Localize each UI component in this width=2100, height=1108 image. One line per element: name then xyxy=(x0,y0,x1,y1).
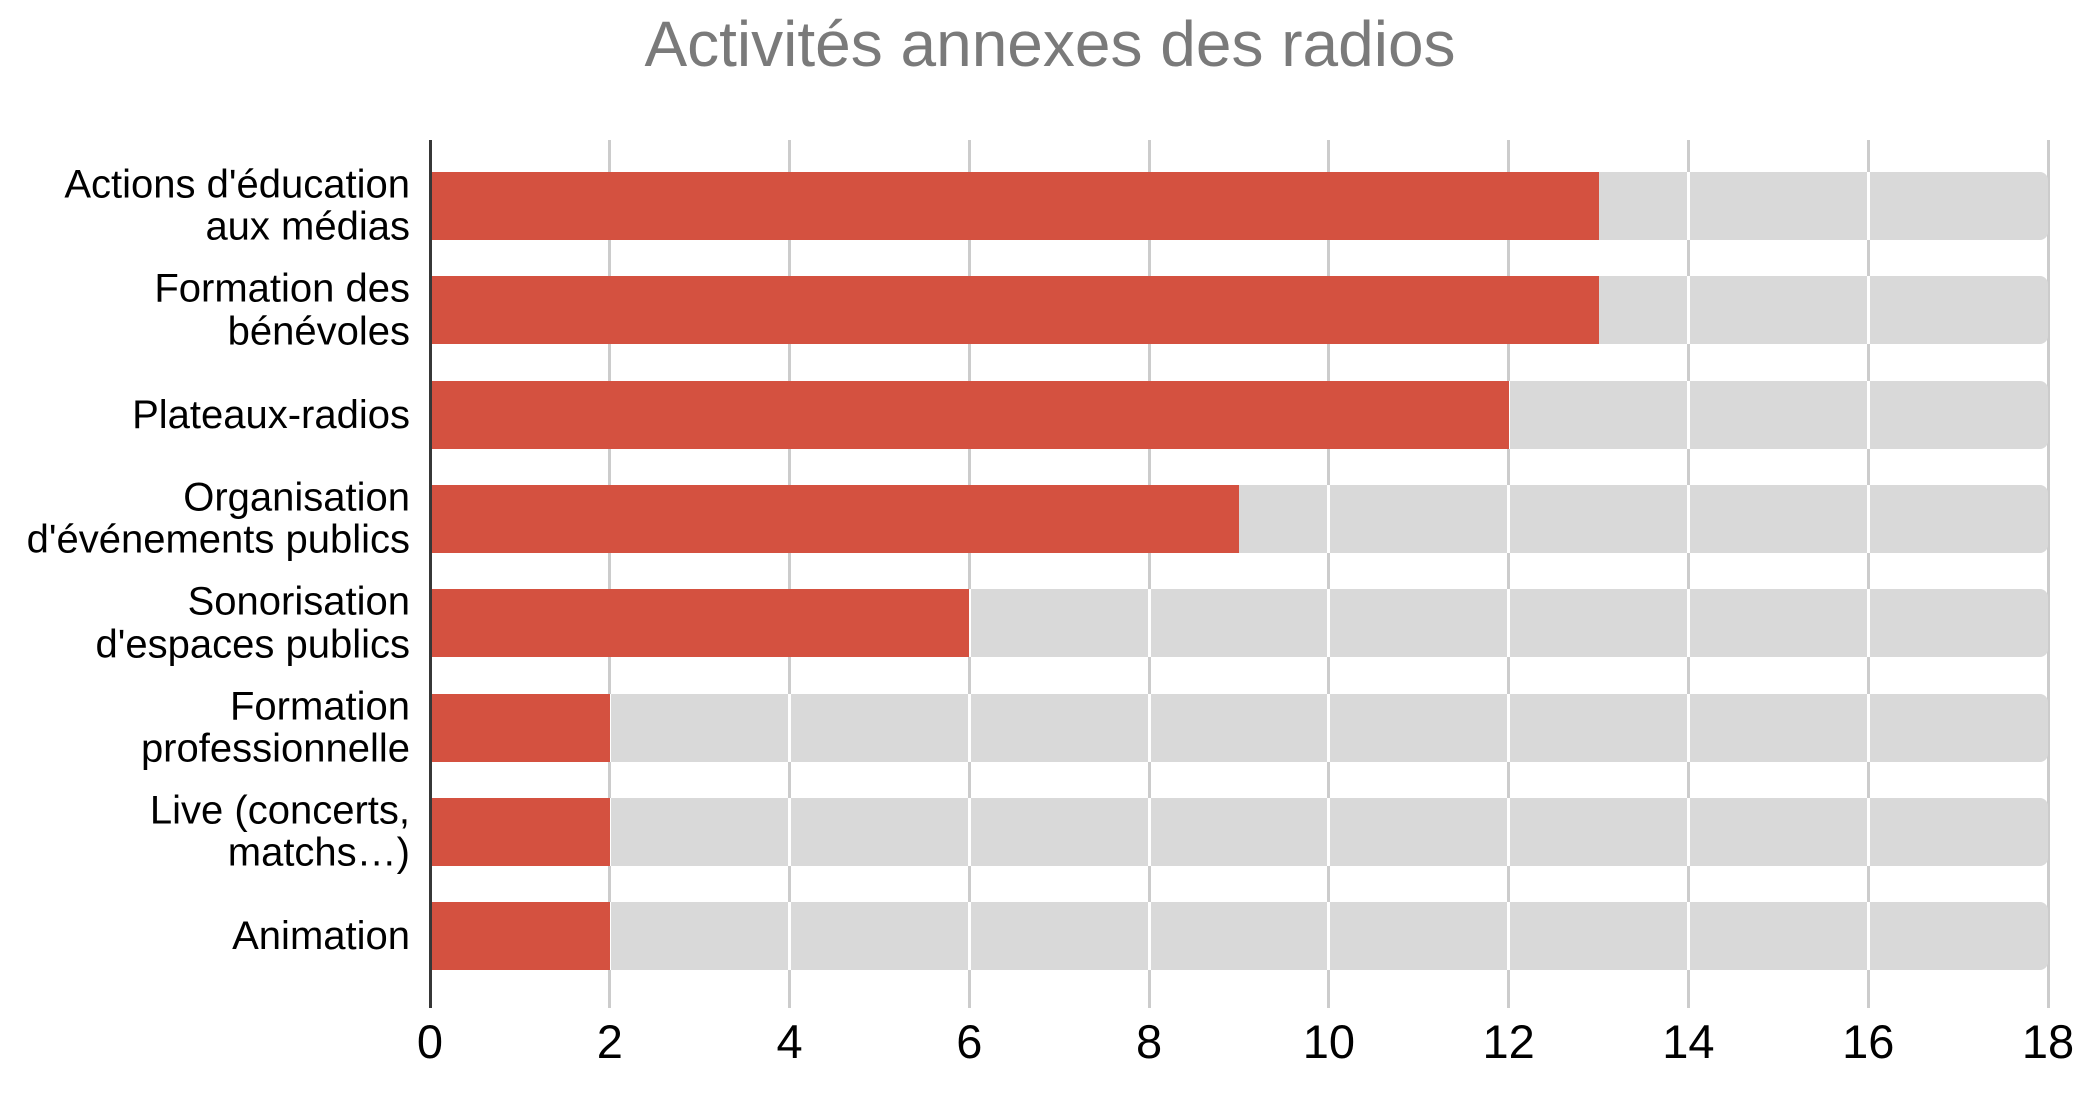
track-gridline xyxy=(967,902,971,971)
bar-track xyxy=(430,797,2048,866)
track-gridline xyxy=(608,797,612,866)
track-gridline xyxy=(1866,797,1870,866)
x-tick-label: 12 xyxy=(1482,1015,1535,1068)
bar-row xyxy=(430,380,2048,449)
x-tick-label: 0 xyxy=(416,1015,444,1068)
bar-fill xyxy=(430,484,1239,553)
x-tick-label: 2 xyxy=(596,1015,623,1068)
track-gridline xyxy=(608,902,612,971)
track-gridline xyxy=(1686,484,1690,553)
gridline xyxy=(1686,140,1690,1008)
track-gridline xyxy=(1686,276,1690,345)
track-gridline xyxy=(788,693,792,762)
category-label: Sonorisation d'espaces publics xyxy=(95,579,411,667)
track-gridline xyxy=(1686,902,1690,971)
chart-title: Activités annexes des radios xyxy=(644,8,1456,80)
bar-fill xyxy=(430,380,1509,449)
track-gridline xyxy=(1686,797,1690,866)
track-gridline xyxy=(1507,380,1511,449)
gridline xyxy=(1866,140,1870,1008)
bar-fill xyxy=(430,172,1599,240)
track-gridline xyxy=(1866,380,1870,449)
track-gridline xyxy=(1147,693,1151,762)
track-gridline xyxy=(1866,693,1870,762)
track-gridline xyxy=(1327,484,1331,553)
gridline xyxy=(788,140,792,1008)
gridline xyxy=(1507,140,1511,1008)
plot-area xyxy=(428,140,2050,1008)
track-gridline xyxy=(967,693,971,762)
track-gridline xyxy=(1507,589,1511,658)
track-gridline xyxy=(1507,693,1511,762)
track-gridline xyxy=(967,589,971,658)
track-gridline xyxy=(1686,172,1690,240)
gridline xyxy=(1327,140,1331,1008)
category-label: Live (concerts, matchs…) xyxy=(149,788,410,875)
x-tick-label: 10 xyxy=(1302,1015,1356,1068)
track-gridline xyxy=(1507,797,1511,866)
bar-fill xyxy=(430,589,970,658)
gridline xyxy=(608,140,612,1008)
track-gridline xyxy=(1327,589,1331,658)
x-tick-label: 8 xyxy=(1136,1015,1163,1068)
bar-row xyxy=(430,902,2048,971)
x-tick-label: 14 xyxy=(1662,1015,1715,1068)
gridline xyxy=(2046,140,2050,1008)
category-label: Actions d'éducation aux médias xyxy=(64,162,410,249)
bar-track xyxy=(430,693,2048,762)
track-gridline xyxy=(1866,172,1870,240)
track-gridline xyxy=(1147,902,1151,971)
bar-row xyxy=(430,172,2048,240)
track-gridline xyxy=(1327,693,1331,762)
gridline xyxy=(1147,140,1151,1008)
bar-fill xyxy=(430,797,610,866)
bar-row xyxy=(430,276,2048,345)
track-gridline xyxy=(1147,589,1151,658)
track-gridline xyxy=(1686,589,1690,658)
track-gridline xyxy=(967,797,971,866)
track-gridline xyxy=(788,797,792,866)
bar-row xyxy=(430,484,2048,553)
bar-track xyxy=(430,902,2048,971)
track-gridline xyxy=(1866,276,1870,345)
track-gridline xyxy=(1507,902,1511,971)
track-gridline xyxy=(1327,902,1331,971)
track-gridline xyxy=(1507,484,1511,553)
category-label: Formation des bénévoles xyxy=(154,266,410,354)
track-gridline xyxy=(1866,589,1870,658)
category-label: Animation xyxy=(232,913,410,958)
bar-fill xyxy=(430,902,610,971)
bar-fill xyxy=(430,276,1599,345)
category-label: Plateaux-radios xyxy=(132,392,410,437)
track-gridline xyxy=(1147,797,1151,866)
track-gridline xyxy=(1327,797,1331,866)
x-tick-label: 16 xyxy=(1842,1015,1895,1068)
x-tick-label: 4 xyxy=(776,1015,803,1068)
x-tick-label: 18 xyxy=(2021,1015,2075,1068)
track-gridline xyxy=(1866,902,1870,971)
track-gridline xyxy=(1686,693,1690,762)
track-gridline xyxy=(1866,484,1870,553)
track-gridline xyxy=(788,902,792,971)
value-axis-line xyxy=(428,140,432,1008)
x-tick-label: 6 xyxy=(956,1015,983,1068)
bar-row xyxy=(430,589,2048,658)
gridline xyxy=(967,140,971,1008)
category-label: Organisation d'événements publics xyxy=(26,475,410,562)
bar-row xyxy=(430,693,2048,762)
category-label: Formation professionnelle xyxy=(140,684,410,771)
track-gridline xyxy=(608,693,612,762)
bar-row xyxy=(430,797,2048,866)
track-gridline xyxy=(1686,380,1690,449)
bar-fill xyxy=(430,693,610,762)
